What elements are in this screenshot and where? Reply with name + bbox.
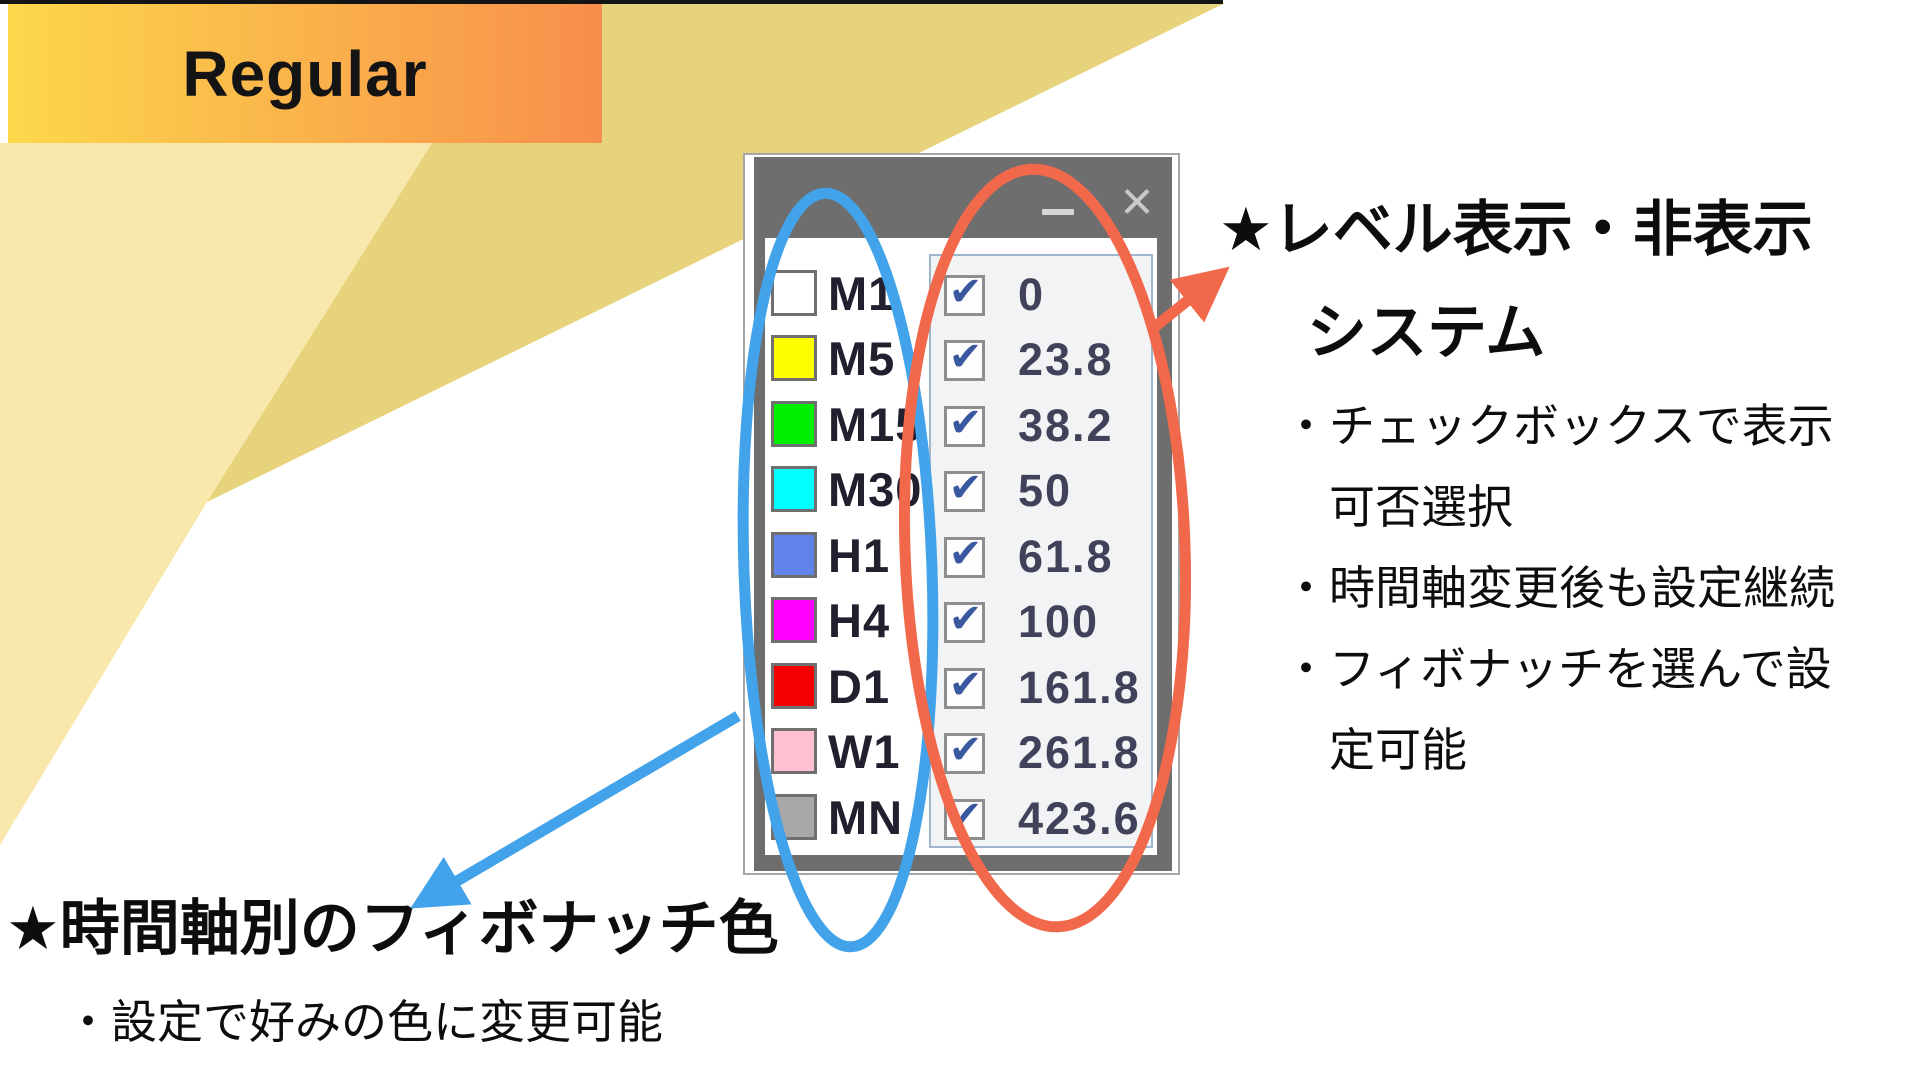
color-swatch[interactable] xyxy=(771,466,817,512)
pale-yellow-triangle xyxy=(0,143,432,845)
minimize-icon xyxy=(1042,209,1074,215)
level-system-bullets: ・チェックボックスで表示 可否選択 ・時間軸変更後も設定継続 ・フィボナッチを選… xyxy=(1219,386,1835,791)
heading-line: システム xyxy=(1307,299,1546,366)
level-checkbox[interactable]: ✔ xyxy=(944,596,985,643)
check-icon: ✔ xyxy=(948,334,983,380)
close-button[interactable]: × xyxy=(1111,173,1163,229)
timeframe-label: W1 xyxy=(828,724,901,778)
level-row: ✔ 61.8 xyxy=(931,524,1151,590)
timeframe-row: M5 xyxy=(771,325,895,391)
timeframe-label: M30 xyxy=(828,462,923,516)
bullet-line: ・時間軸変更後も設定継続 xyxy=(1283,562,1835,614)
bullet-line: ・フィボナッチを選んで設 xyxy=(1283,643,1832,695)
level-value: 61.8 xyxy=(1018,531,1114,582)
level-value: 50 xyxy=(1018,465,1073,516)
check-icon: ✔ xyxy=(948,400,983,446)
color-swatch[interactable] xyxy=(771,335,817,381)
color-swatch[interactable] xyxy=(771,794,817,840)
level-checkbox[interactable]: ✔ xyxy=(944,662,985,709)
check-icon: ✔ xyxy=(948,727,983,773)
level-checkbox[interactable]: ✔ xyxy=(944,269,985,316)
level-checkbox[interactable]: ✔ xyxy=(944,793,985,840)
levels-panel: ✔ 0 ✔ 23.8 ✔ 38.2 ✔ 50 ✔ 61.8 ✔ 100 xyxy=(929,254,1153,848)
timeframe-row: D1 xyxy=(771,653,890,719)
level-row: ✔ 100 xyxy=(931,589,1151,655)
minimize-button[interactable] xyxy=(1041,205,1075,219)
timeframe-row: H4 xyxy=(771,587,890,653)
bullet-line: 定可能 xyxy=(1329,724,1467,776)
level-checkbox[interactable]: ✔ xyxy=(944,727,985,774)
level-row: ✔ 23.8 xyxy=(931,327,1151,393)
timeframe-row: M30 xyxy=(771,456,922,522)
level-value: 100 xyxy=(1018,596,1100,647)
level-checkbox[interactable]: ✔ xyxy=(944,334,985,381)
fibonacci-settings-window: × M1 M5 M15 M30 H1 H4 D1 xyxy=(743,153,1180,875)
level-checkbox[interactable]: ✔ xyxy=(944,531,985,578)
timeframe-label: M5 xyxy=(828,331,896,385)
level-checkbox[interactable]: ✔ xyxy=(944,465,985,512)
check-icon: ✔ xyxy=(948,793,983,839)
check-icon: ✔ xyxy=(948,596,983,642)
level-value: 38.2 xyxy=(1018,400,1114,451)
heading-line: ★レベル表示・非表示 xyxy=(1219,196,1813,263)
level-row: ✔ 261.8 xyxy=(931,720,1151,786)
color-swatch[interactable] xyxy=(771,728,817,774)
level-row: ✔ 38.2 xyxy=(931,393,1151,459)
bullet-line: ・設定で好みの色に変更可能 xyxy=(65,996,663,1048)
timeframe-label: MN xyxy=(828,790,904,844)
timeframe-label: H4 xyxy=(828,593,891,647)
color-swatch[interactable] xyxy=(771,663,817,709)
bullet-line: 可否選択 xyxy=(1329,481,1513,533)
level-row: ✔ 161.8 xyxy=(931,655,1151,721)
regular-tag-label: Regular xyxy=(182,37,428,110)
check-icon: ✔ xyxy=(948,531,983,577)
timeframe-label: D1 xyxy=(828,659,891,713)
level-row: ✔ 0 xyxy=(931,262,1151,328)
color-swatch[interactable] xyxy=(771,270,817,316)
fibo-color-heading: ★時間軸別のフィボナッチ色 xyxy=(6,895,779,962)
check-icon: ✔ xyxy=(948,662,983,708)
level-value: 0 xyxy=(1018,269,1046,320)
level-value: 23.8 xyxy=(1018,334,1114,385)
level-value: 161.8 xyxy=(1018,662,1141,713)
level-system-heading: ★レベル表示・非表示 システム xyxy=(1219,178,1813,384)
blue-arrow xyxy=(410,711,741,909)
timeframe-label: M15 xyxy=(828,397,923,451)
timeframe-label: H1 xyxy=(828,528,891,582)
color-swatch[interactable] xyxy=(771,532,817,578)
bullet-line: ・チェックボックスで表示 xyxy=(1283,400,1834,452)
color-swatch[interactable] xyxy=(771,401,817,447)
level-row: ✔ 50 xyxy=(931,458,1151,524)
color-swatch[interactable] xyxy=(771,597,817,643)
check-icon: ✔ xyxy=(948,465,983,511)
regular-tag: Regular xyxy=(8,4,602,143)
timeframe-row: W1 xyxy=(771,718,901,784)
close-icon: × xyxy=(1120,169,1154,232)
fibo-color-bullets: ・設定で好みの色に変更可能 xyxy=(0,982,663,1062)
level-checkbox[interactable]: ✔ xyxy=(944,400,985,447)
level-value: 423.6 xyxy=(1018,793,1141,844)
check-icon: ✔ xyxy=(948,269,983,315)
timeframe-row: H1 xyxy=(771,522,890,588)
level-row: ✔ 423.6 xyxy=(931,786,1151,852)
timeframe-row: M1 xyxy=(771,260,895,326)
timeframe-label: M1 xyxy=(828,266,896,320)
timeframe-row: M15 xyxy=(771,391,922,457)
timeframe-row: MN xyxy=(771,784,903,850)
level-value: 261.8 xyxy=(1018,727,1141,778)
